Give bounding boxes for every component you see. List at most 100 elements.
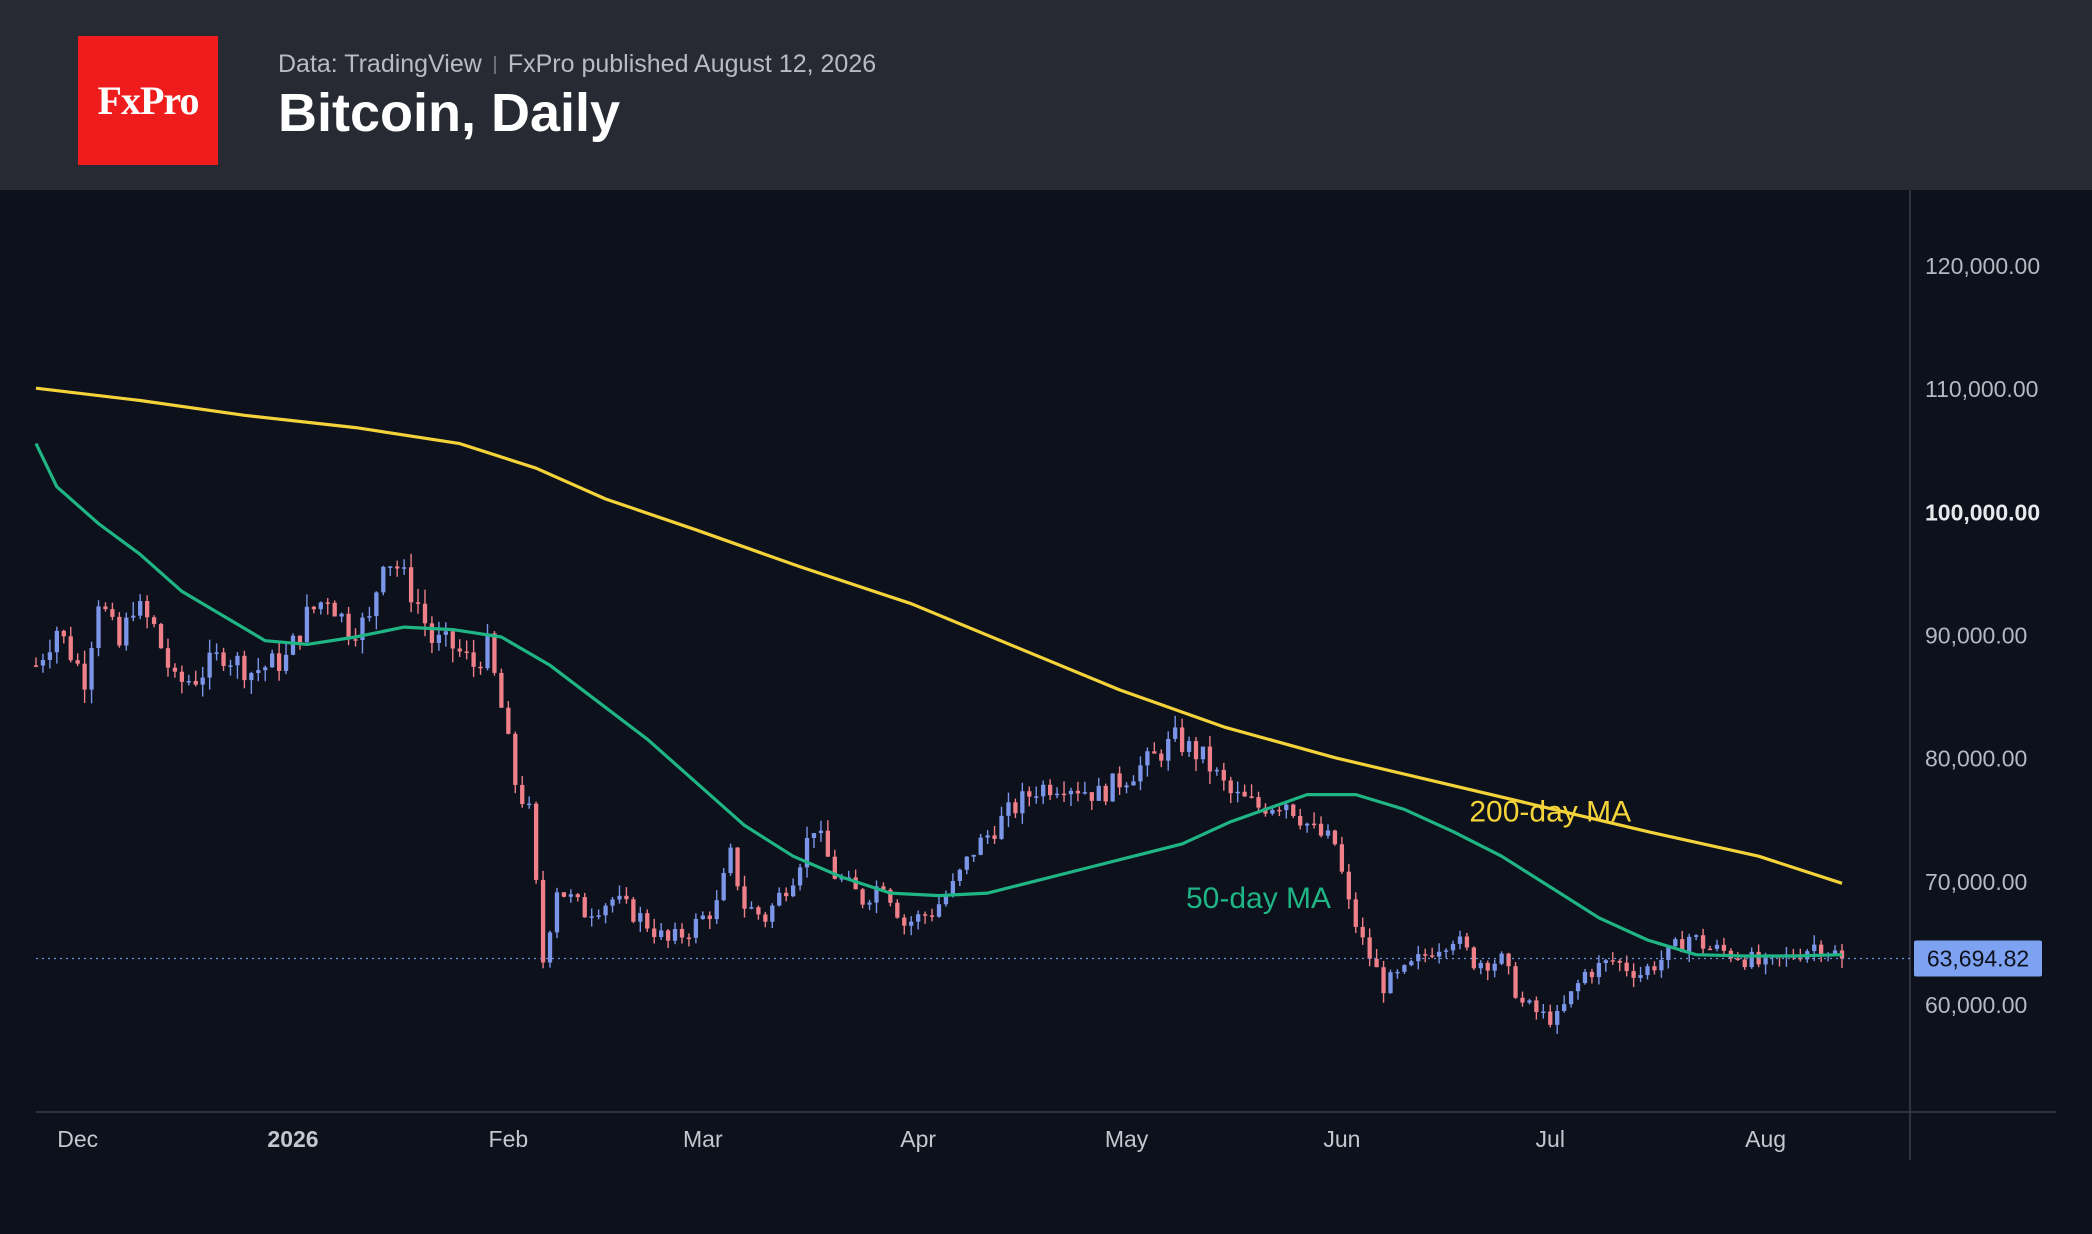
candle-body — [47, 652, 53, 660]
candle-body — [388, 566, 393, 568]
candle-body — [1332, 830, 1338, 845]
candle-body — [1381, 967, 1386, 994]
candle-body — [1228, 780, 1233, 794]
candle-body — [1506, 953, 1511, 967]
x-tick-label: Aug — [1745, 1126, 1786, 1152]
candle-body — [902, 917, 907, 926]
candle-body — [242, 655, 247, 681]
candle-body — [165, 648, 171, 668]
candle-body — [151, 617, 157, 625]
candle-body — [1152, 751, 1157, 754]
candle-body — [1575, 983, 1581, 992]
candle-body — [1249, 796, 1254, 798]
candle-body — [582, 897, 587, 918]
candle-body — [735, 847, 740, 887]
candle-body — [1214, 769, 1219, 772]
candle-body — [443, 631, 448, 635]
candle-body — [1478, 962, 1483, 969]
candle-body — [1159, 753, 1164, 761]
candle-body — [33, 665, 39, 667]
candle-body — [874, 886, 879, 903]
candle-body — [1527, 1000, 1532, 1003]
candle-body — [457, 648, 462, 652]
candle-body — [1242, 791, 1247, 797]
candle-body — [839, 878, 844, 880]
candle-body — [1367, 937, 1372, 959]
candle-body — [978, 837, 983, 855]
candle-body — [325, 602, 330, 604]
candle-body — [471, 652, 476, 667]
candle-body — [249, 673, 254, 681]
candle-body — [1430, 955, 1435, 957]
candle-body — [117, 616, 122, 646]
candle-body — [1318, 823, 1324, 836]
200-day-ma-line — [35, 386, 1843, 885]
candle-body — [1402, 965, 1407, 972]
candle-body — [499, 672, 504, 708]
candle-body — [1450, 943, 1456, 951]
candle-body — [1346, 871, 1351, 900]
candle-body — [957, 869, 962, 881]
candle-body — [304, 606, 310, 643]
50-day-ma-label: 50-day MA — [1186, 882, 1331, 915]
candle-body — [603, 905, 608, 916]
candle-body — [547, 932, 553, 963]
candle-body — [665, 930, 671, 941]
candle-body — [256, 670, 261, 674]
candle-body — [1110, 773, 1115, 802]
candle-body — [895, 902, 900, 918]
candle-body — [200, 677, 205, 685]
candle-body — [1443, 950, 1449, 952]
candle-body — [1638, 975, 1643, 978]
candle-body — [971, 854, 976, 857]
candle-body — [1687, 936, 1692, 953]
candle-body — [540, 879, 546, 963]
candle-body — [714, 900, 719, 920]
last-price-label: 63,694.82 — [1927, 945, 2029, 971]
candle-body — [1555, 1010, 1560, 1025]
candle-body — [1568, 991, 1574, 1005]
candle-body — [193, 680, 198, 685]
candle-body — [478, 666, 483, 669]
candle-body — [506, 707, 511, 734]
candle-body — [721, 872, 726, 901]
candle-body — [1721, 944, 1727, 951]
x-tick-label: Mar — [683, 1126, 723, 1152]
candle-body — [1471, 947, 1477, 969]
candle-body — [422, 603, 428, 624]
candle-body — [1513, 966, 1518, 998]
candle-body — [513, 733, 518, 785]
candle-body — [756, 907, 761, 915]
candle-body — [1103, 785, 1108, 802]
candle-body — [645, 913, 650, 929]
candle-body — [1388, 972, 1393, 994]
candle-body — [311, 606, 316, 610]
candle-body — [1061, 793, 1067, 796]
candle-body — [992, 835, 997, 839]
candle-body — [1054, 793, 1060, 796]
candle-body — [742, 886, 747, 909]
candle-body — [1131, 781, 1136, 786]
candle-body — [770, 905, 775, 922]
candle-body — [797, 867, 803, 886]
y-tick-label: 60,000.00 — [1925, 992, 2027, 1018]
candle-body — [1624, 962, 1629, 972]
candle-body — [818, 830, 824, 834]
candle-body — [936, 904, 942, 917]
candle-body — [131, 615, 136, 618]
y-tick-label: 100,000.00 — [1925, 499, 2040, 525]
candle-body — [1075, 790, 1081, 794]
candle-body — [1173, 727, 1178, 739]
candle-body — [214, 652, 219, 654]
candle-body — [749, 907, 754, 909]
candle-body — [610, 899, 615, 906]
candle-body — [631, 899, 636, 922]
candle-body — [1582, 971, 1588, 984]
candle-body — [1200, 746, 1206, 760]
candle-body — [652, 928, 657, 938]
candle-body — [763, 914, 768, 922]
candle-body — [68, 636, 73, 661]
candle-body — [436, 634, 442, 643]
candle-body — [124, 617, 129, 646]
candle-body — [1749, 951, 1754, 968]
